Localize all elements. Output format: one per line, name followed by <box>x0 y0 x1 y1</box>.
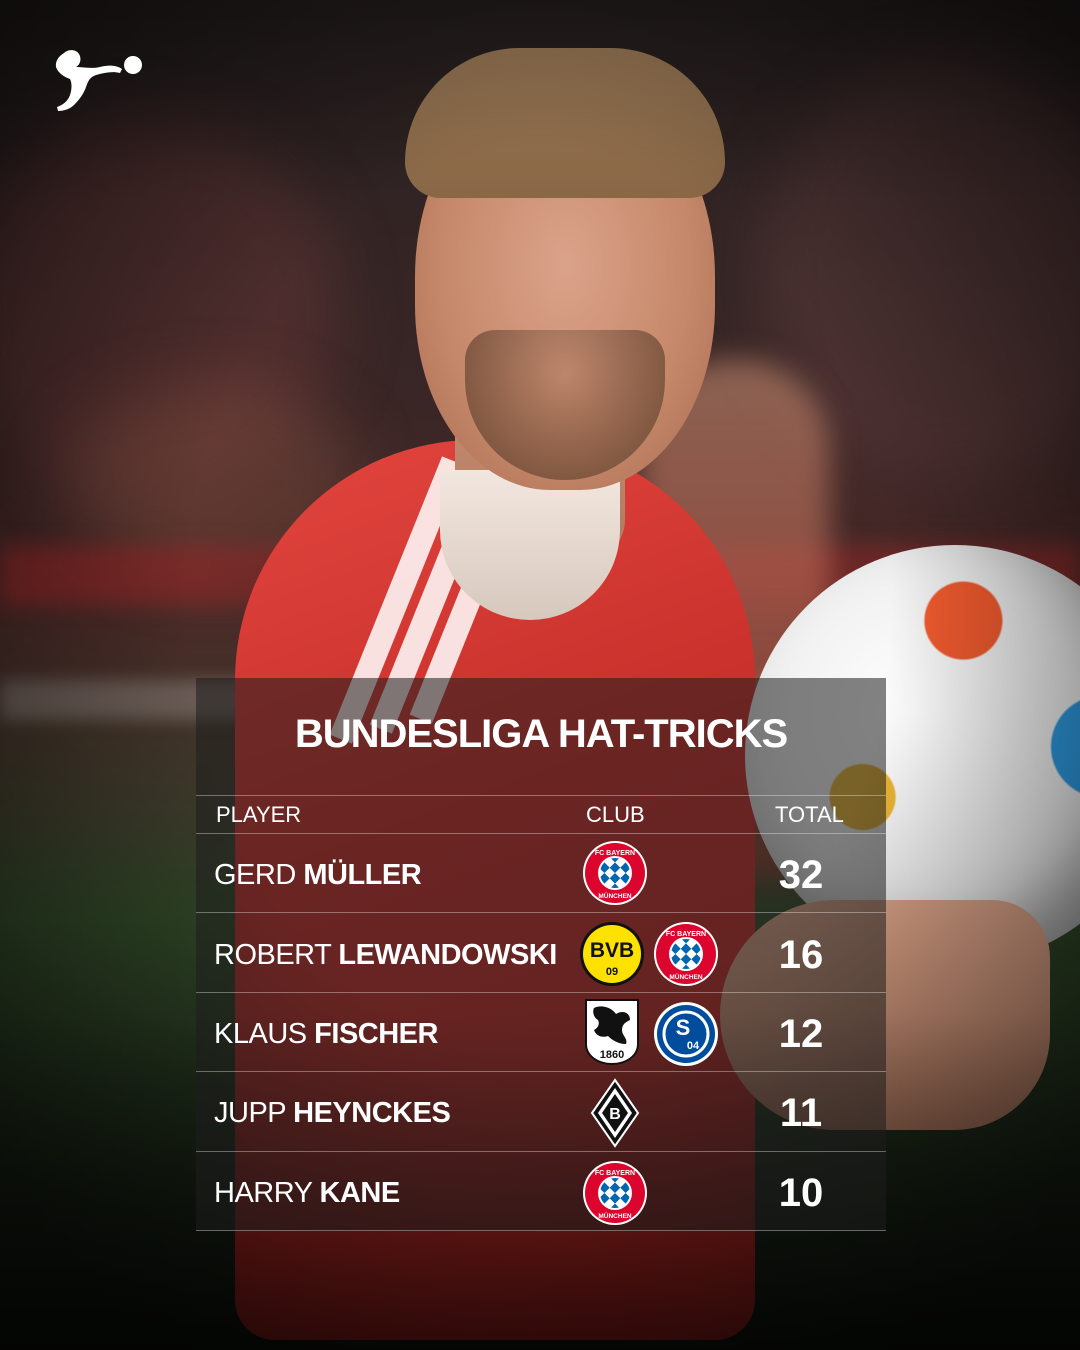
fc-bayern-crest-icon: FC BAYERN MÜNCHEN <box>654 922 718 986</box>
crest-text: MÜNCHEN <box>598 1211 632 1220</box>
table-row-player: KLAUS FISCHER <box>214 1018 438 1051</box>
row-total: 12 <box>778 1012 824 1056</box>
table-row-player: JUPP HEYNCKES <box>214 1097 451 1130</box>
divider <box>196 1071 886 1072</box>
crest-text: FC BAYERN <box>595 1170 635 1177</box>
row-total: 16 <box>778 933 824 977</box>
bvb-crest-icon: BVB 09 <box>580 922 644 986</box>
table-row-player: ROBERT LEWANDOWSKI <box>214 939 557 972</box>
table-row-player: GERD MÜLLER <box>214 859 422 892</box>
crest-text: 04 <box>687 1040 700 1052</box>
tsv-1860-crest-icon: 1860 <box>585 999 639 1066</box>
divider <box>196 833 886 834</box>
crest-text: BVB <box>590 939 634 962</box>
column-header-club: CLUB <box>586 802 645 827</box>
row-total: 11 <box>779 1091 823 1135</box>
player-first-name: ROBERT <box>214 939 331 971</box>
player-first-name: GERD <box>214 859 296 891</box>
divider <box>196 795 886 796</box>
crest-text: FC BAYERN <box>595 850 635 857</box>
row-total: 32 <box>778 853 824 897</box>
crest-text: FC BAYERN <box>666 931 706 938</box>
player-last-name: FISCHER <box>314 1018 438 1050</box>
crest-text: MÜNCHEN <box>669 972 703 981</box>
schalke-04-crest-icon: S 04 <box>654 1002 718 1066</box>
row-total: 10 <box>778 1171 824 1215</box>
divider <box>196 1230 886 1231</box>
bundesliga-logo-icon <box>55 50 142 111</box>
table-title: BUNDESLIGA HAT-TRICKS <box>294 712 788 756</box>
player-last-name: HEYNCKES <box>293 1097 451 1129</box>
table-row-player: HARRY KANE <box>214 1177 400 1210</box>
divider <box>196 912 886 913</box>
crest-text: 1860 <box>600 1049 624 1061</box>
player-first-name: HARRY <box>214 1177 312 1209</box>
crest-text: S <box>676 1015 691 1040</box>
column-header-player: PLAYER <box>216 802 302 827</box>
divider <box>196 1151 886 1152</box>
divider <box>196 992 886 993</box>
stats-table-panel <box>196 678 886 1231</box>
crest-text: B <box>609 1106 621 1123</box>
player-first-name: JUPP <box>214 1097 286 1129</box>
player-first-name: KLAUS <box>214 1018 307 1050</box>
fc-bayern-crest-icon: FC BAYERN MÜNCHEN <box>583 1161 647 1225</box>
crest-text: MÜNCHEN <box>598 891 632 900</box>
column-header-total: TOTAL <box>775 802 844 827</box>
crest-text: 09 <box>606 966 618 978</box>
player-last-name: LEWANDOWSKI <box>338 939 557 971</box>
player-last-name: KANE <box>319 1177 401 1209</box>
player-last-name: MÜLLER <box>303 859 422 891</box>
gladbach-crest-icon: B <box>590 1078 640 1148</box>
fc-bayern-crest-icon: FC BAYERN MÜNCHEN <box>583 841 647 905</box>
